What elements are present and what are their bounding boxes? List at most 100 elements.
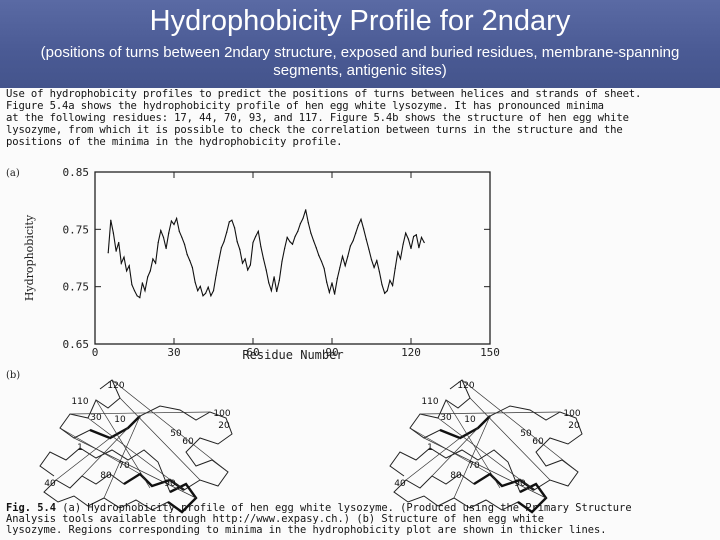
data-point: [405, 232, 407, 234]
residue-label: 50: [520, 429, 532, 439]
data-point: [144, 290, 146, 292]
data-point: [297, 230, 299, 232]
data-point: [415, 234, 417, 236]
data-point: [257, 230, 259, 232]
crosslink: [469, 397, 551, 481]
data-point: [289, 241, 291, 243]
data-point: [157, 241, 159, 244]
data-point: [170, 220, 172, 222]
residue-label: 80: [100, 471, 112, 481]
residue-label: 60: [182, 437, 194, 447]
crosslink: [431, 427, 479, 477]
data-point: [394, 267, 396, 269]
data-point: [326, 281, 328, 283]
data-point: [147, 276, 149, 278]
data-point: [341, 255, 344, 257]
data-point: [355, 232, 357, 234]
crosslink: [419, 411, 561, 415]
data-point: [115, 250, 117, 252]
data-point: [399, 258, 402, 260]
residue-label: 50: [170, 429, 182, 439]
residue-label: 40: [394, 479, 406, 489]
y-tick-label: 0.65: [63, 338, 90, 351]
data-point: [318, 254, 320, 256]
y-tick-label: 0.85: [63, 166, 90, 179]
figure-caption: Fig. 5.4 (a) Hydrophobicity profile of h…: [6, 503, 718, 536]
data-point: [139, 297, 141, 299]
data-point: [389, 279, 391, 281]
slide-subtitle: (positions of turns between 2ndary struc…: [40, 44, 680, 79]
data-point: [331, 282, 333, 284]
data-point: [373, 266, 375, 269]
data-point: [413, 235, 415, 238]
data-point: [255, 235, 257, 238]
data-point: [344, 265, 346, 267]
data-point: [270, 290, 272, 292]
backbone-trace: [389, 379, 583, 513]
turn-segment: [89, 415, 141, 440]
crosslink: [405, 437, 461, 481]
crosslink: [103, 415, 141, 499]
data-point: [176, 217, 178, 219]
residue-label: 30: [90, 413, 102, 423]
data-point: [360, 218, 362, 220]
data-point: [186, 254, 188, 256]
data-point: [141, 282, 143, 284]
residue-label: 30: [440, 413, 452, 423]
data-point: [202, 295, 204, 297]
y-tick-label: 0.75: [63, 281, 90, 294]
data-point: [226, 231, 228, 233]
x-tick-label: 30: [167, 346, 180, 359]
residue-label: 100: [213, 409, 230, 419]
data-point: [370, 259, 373, 261]
data-point: [397, 251, 399, 253]
data-point: [244, 258, 246, 260]
x-axis-label: Residue Number: [242, 348, 343, 362]
x-tick-label: 60: [246, 346, 259, 359]
data-point: [378, 271, 380, 273]
caption-figure-label: Fig. 5.4: [6, 502, 57, 514]
data-point: [136, 295, 138, 297]
data-point: [191, 266, 193, 269]
data-point: [347, 255, 349, 257]
data-point: [126, 270, 128, 272]
residue-label: 20: [218, 421, 230, 431]
crosslink: [55, 437, 111, 481]
residue-label: 120: [107, 381, 124, 391]
data-point: [407, 238, 409, 240]
data-point: [323, 267, 325, 269]
y-axis-label: Hydrophobicity: [23, 214, 36, 301]
x-tick-label: 120: [401, 346, 421, 359]
data-point: [215, 274, 217, 276]
data-point: [363, 228, 365, 230]
intro-line: lysozyme, from which it is possible to c…: [6, 124, 623, 136]
data-point: [402, 243, 404, 245]
residue-label: 120: [457, 381, 474, 391]
data-point: [241, 262, 244, 264]
data-point: [420, 236, 423, 238]
data-point: [384, 292, 386, 294]
data-point: [381, 284, 383, 286]
data-point: [112, 232, 114, 234]
data-point: [210, 295, 212, 297]
data-point: [110, 219, 112, 221]
data-point: [305, 209, 307, 211]
x-tick-label: 90: [325, 346, 338, 359]
data-point: [418, 247, 420, 249]
data-point: [205, 292, 207, 294]
data-point: [123, 256, 125, 258]
data-point: [199, 285, 201, 287]
data-point: [165, 247, 167, 250]
data-point: [220, 247, 222, 249]
residue-label: 100: [563, 409, 580, 419]
data-point: [231, 219, 233, 221]
data-point: [336, 278, 338, 280]
data-point: [365, 238, 367, 240]
data-point: [299, 223, 301, 225]
data-point: [291, 243, 294, 245]
crosslink: [423, 437, 547, 499]
data-point: [352, 240, 354, 242]
data-point: [234, 227, 236, 229]
data-point: [260, 246, 262, 248]
data-point: [236, 241, 238, 243]
